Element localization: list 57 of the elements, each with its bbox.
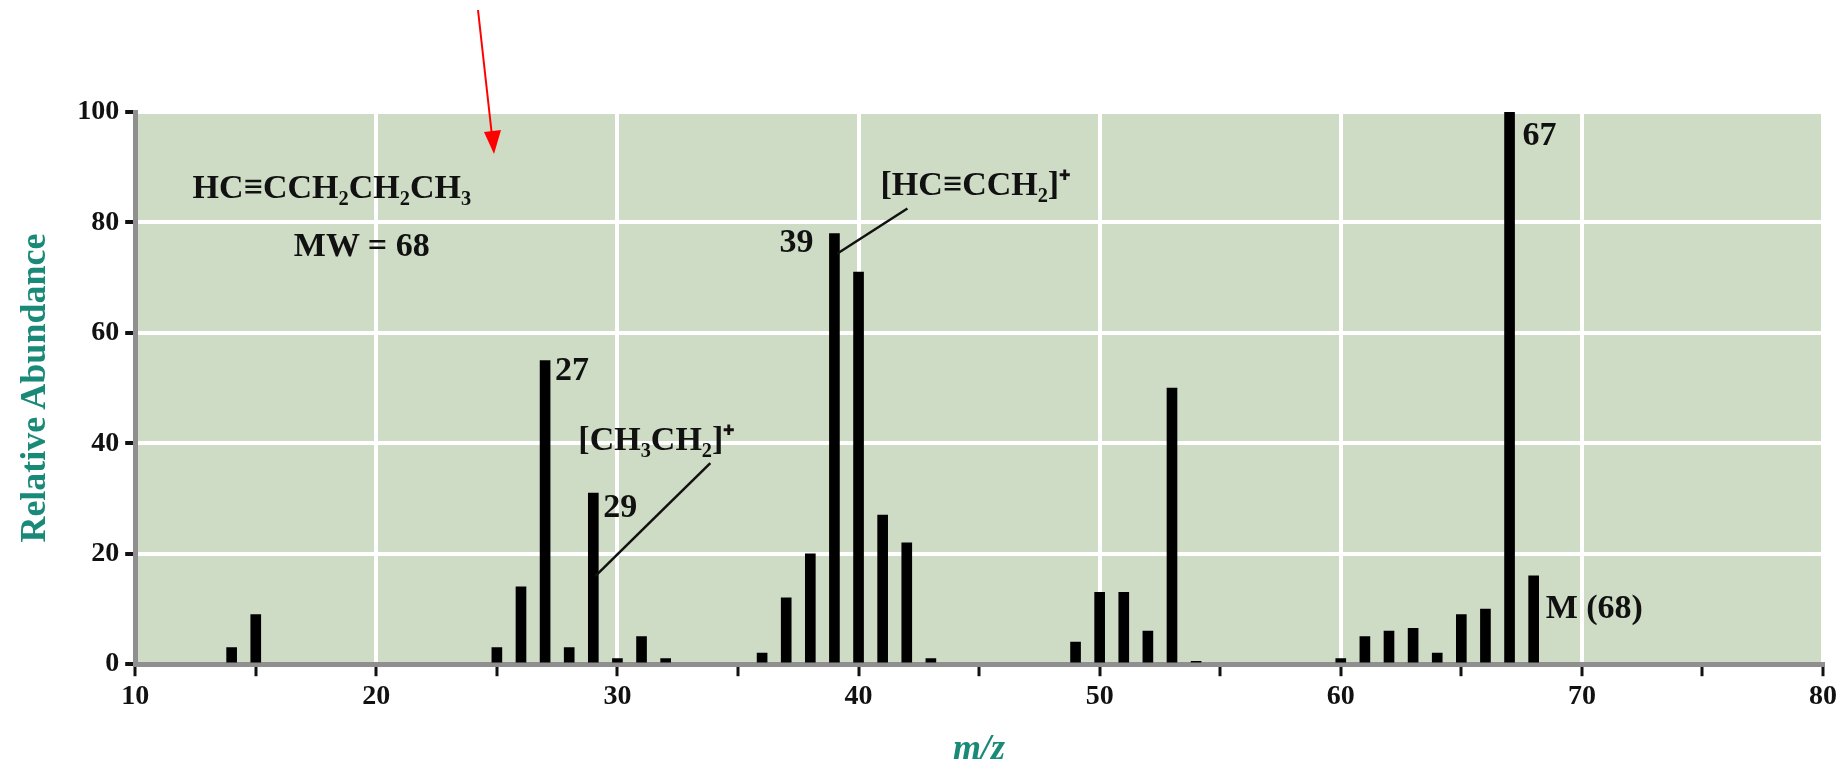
x-tick-label: 10 <box>121 679 150 711</box>
bar <box>250 614 262 663</box>
bar <box>660 658 671 663</box>
bar <box>756 652 768 663</box>
bar <box>1504 112 1515 663</box>
bar <box>1359 636 1371 663</box>
bar <box>901 542 913 663</box>
annotation: 29 <box>603 486 638 524</box>
bar <box>877 514 888 663</box>
bar <box>1094 592 1105 663</box>
y-tick-label: 40 <box>91 425 120 457</box>
annotation: [CH₃CH₂]⁺ <box>578 419 735 457</box>
bar <box>563 647 575 663</box>
x-tick-label: 60 <box>1326 679 1355 711</box>
x-tick-label: 20 <box>362 679 391 711</box>
bar <box>539 360 551 663</box>
y-tick-label: 80 <box>91 204 120 236</box>
bar <box>804 553 816 663</box>
bar <box>925 658 937 663</box>
bar <box>1431 652 1443 663</box>
annotation: 67 <box>1522 114 1557 152</box>
y-tick-label: 100 <box>77 94 120 126</box>
bar <box>491 647 503 663</box>
bar <box>587 492 599 663</box>
y-tick-label: 20 <box>91 535 120 567</box>
x-tick-label: 80 <box>1809 679 1837 711</box>
bar <box>612 658 623 663</box>
x-tick-label: 30 <box>603 679 632 711</box>
bar <box>1407 627 1419 663</box>
bar <box>1142 630 1154 663</box>
annotation: MW = 68 <box>293 226 430 264</box>
bar <box>1335 658 1347 663</box>
bar <box>829 233 840 663</box>
bar <box>226 647 237 663</box>
bar <box>515 586 527 663</box>
annotation: 27 <box>555 350 590 388</box>
x-axis-title: m/z <box>953 726 1006 767</box>
annotation: [HC≡CCH₂]⁺ <box>880 165 1071 203</box>
bar <box>853 271 864 663</box>
y-axis-title: Relative Abundance <box>12 233 53 543</box>
x-tick-label: 70 <box>1567 679 1596 711</box>
bar <box>1383 630 1395 663</box>
bar <box>780 597 792 663</box>
bar <box>1528 575 1539 663</box>
bar <box>1480 608 1491 663</box>
x-tick-label: 40 <box>844 679 873 711</box>
bar <box>636 636 647 663</box>
annotation: HC≡CCH₂CH₂CH₃ <box>192 168 472 206</box>
annotation: 39 <box>779 222 814 260</box>
y-tick-label: 60 <box>91 315 120 347</box>
y-tick-label: 0 <box>105 646 120 678</box>
x-tick-label: 50 <box>1085 679 1114 711</box>
bar <box>1118 592 1130 663</box>
bar <box>1166 387 1178 663</box>
bar <box>1456 614 1467 663</box>
annotation: M (68) <box>1545 587 1643 626</box>
bar <box>1070 641 1081 663</box>
